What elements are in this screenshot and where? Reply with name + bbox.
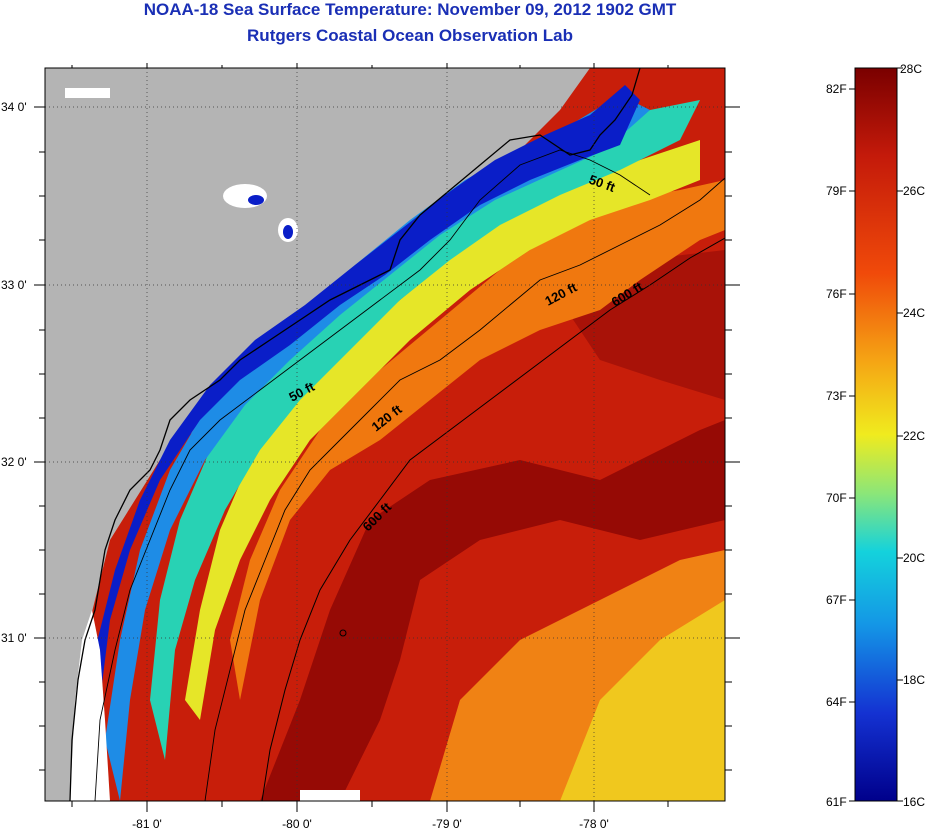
colorbar: 82F 79F 76F 73F 70F 67F 64F 61F 28C 26C … [826,62,925,809]
lat-label-31: 31 0' [1,631,27,645]
sst-map [45,68,725,801]
ocean-orange-shelf [230,180,725,700]
cb-label-73F: 73F [826,389,847,403]
lat-label-34: 34 0' [1,100,27,114]
map-frame [44,67,726,802]
ocean-yellow-se [560,600,725,801]
cb-label-76F: 76F [826,287,847,301]
colorbar-ticks [849,67,903,802]
inland-water-nw [65,88,110,98]
inland-lake-1-water [248,195,264,205]
inland-lake-2-water [283,225,293,239]
contour-120ft [204,177,725,801]
cb-label-18C: 18C [903,673,925,687]
cb-label-16C: 16C [903,795,925,809]
seamount-marker [339,629,347,637]
map-title: NOAA-18 Sea Surface Temperature: Novembe… [143,0,677,19]
lon-label-81: -81 0' [132,817,162,831]
cb-label-28C: 28C [900,62,922,76]
lon-label-78: -78 0' [579,817,609,831]
colorbar-gradient [854,67,898,802]
cb-label-70F: 70F [826,491,847,505]
ocean-coastal-cold [82,85,640,801]
ocean-yellow-band [185,140,700,720]
axis-ticks [34,63,740,812]
cb-label-79F: 79F [826,184,847,198]
lon-label-79: -79 0' [432,817,462,831]
no-data-south [300,790,360,801]
ocean-hot-core [260,420,725,801]
cb-label-61F: 61F [826,795,847,809]
cb-label-64F: 64F [826,695,847,709]
cb-label-20C: 20C [903,551,925,565]
lat-label-33: 33 0' [1,278,27,292]
cb-label-82F: 82F [826,82,847,96]
cb-label-26C: 26C [903,184,925,198]
lon-label-80: -80 0' [282,817,312,831]
cb-label-67F: 67F [826,593,847,607]
contour-600ft [261,237,725,801]
no-data-strip [70,610,110,801]
contour-50ft [94,149,651,801]
ocean-cyan-band [150,100,700,760]
graticule [45,68,725,801]
lat-label-32: 32 0' [1,455,27,469]
cb-label-24C: 24C [903,306,925,320]
cb-label-22C: 22C [903,429,925,443]
map-subtitle: Rutgers Coastal Ocean Observation Lab [247,26,573,45]
